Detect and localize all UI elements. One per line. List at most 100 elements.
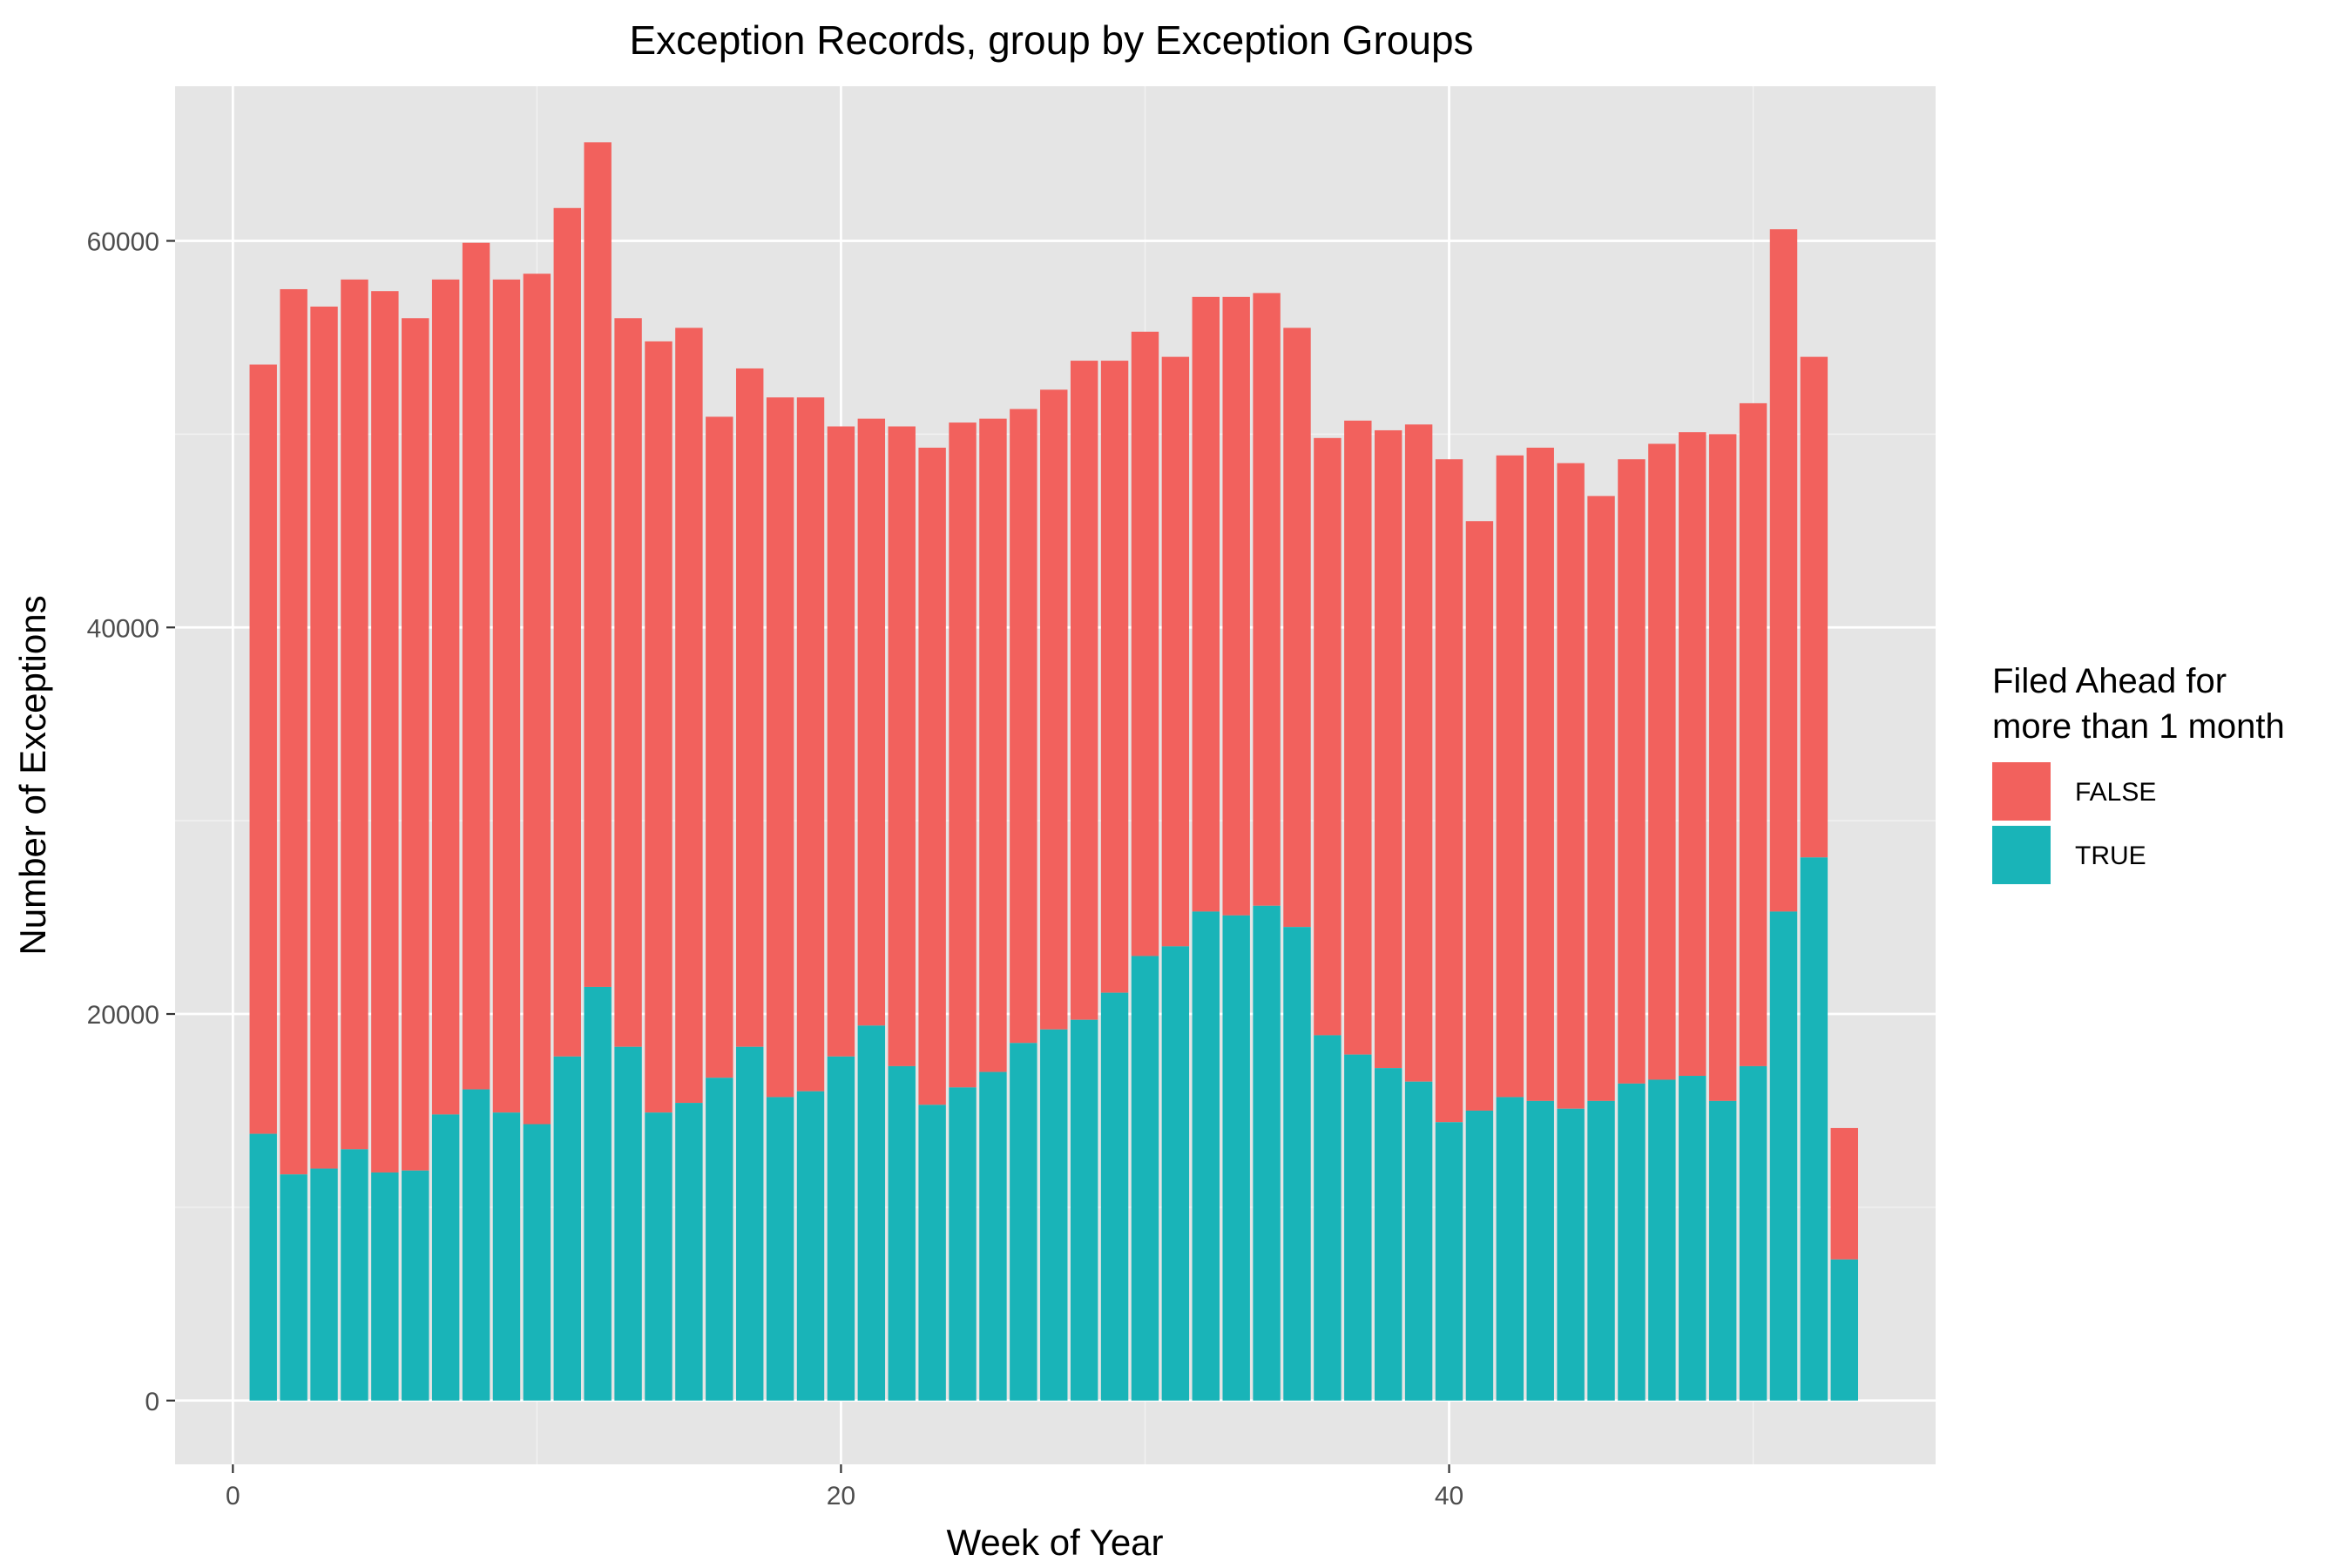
bar-true-week-3	[310, 1168, 338, 1401]
bar-false-week-43	[1526, 447, 1554, 1101]
bar-true-week-33	[1222, 915, 1250, 1401]
bar-true-week-19	[796, 1091, 825, 1401]
bar-false-week-2	[280, 288, 308, 1175]
legend-title-line-1: Filed Ahead for	[1992, 662, 2227, 700]
legend-title-line-2: more than 1 month	[1992, 707, 2285, 746]
bar-true-week-53	[1830, 1259, 1858, 1401]
legend-label-true: TRUE	[2075, 841, 2146, 870]
y-tick-label: 60000	[87, 228, 159, 257]
bar-false-week-23	[918, 447, 946, 1105]
bar-false-week-51	[1769, 229, 1798, 912]
bar-true-week-30	[1131, 956, 1159, 1401]
y-tick-label: 40000	[87, 614, 159, 643]
bar-true-week-2	[280, 1174, 308, 1401]
bar-true-week-15	[675, 1103, 703, 1401]
bar-false-week-14	[645, 341, 672, 1113]
bar-false-week-11	[553, 207, 581, 1057]
bar-true-week-6	[402, 1170, 429, 1401]
bar-false-week-37	[1344, 420, 1372, 1055]
bar-true-week-43	[1526, 1100, 1554, 1401]
bar-true-week-1	[249, 1133, 277, 1401]
bar-false-week-12	[584, 142, 612, 987]
x-axis-title: Week of Year	[946, 1522, 1163, 1563]
bar-false-week-53	[1830, 1127, 1858, 1260]
bar-false-week-42	[1496, 455, 1524, 1098]
bar-false-week-52	[1800, 356, 1828, 858]
bar-false-week-21	[857, 418, 886, 1026]
bar-true-week-22	[888, 1065, 916, 1401]
bar-true-week-5	[371, 1172, 399, 1401]
bar-true-week-14	[645, 1112, 672, 1401]
bar-false-week-41	[1465, 521, 1494, 1111]
bar-true-week-16	[706, 1078, 733, 1401]
bar-false-week-22	[888, 426, 916, 1066]
bar-false-week-33	[1222, 296, 1250, 916]
bar-true-week-4	[341, 1149, 368, 1401]
bar-false-week-40	[1435, 459, 1463, 1123]
bar-false-week-30	[1131, 331, 1159, 956]
legend-key-false	[1992, 762, 2051, 821]
bar-true-week-38	[1375, 1068, 1402, 1401]
bar-false-week-38	[1375, 429, 1402, 1069]
bar-true-week-28	[1070, 1019, 1098, 1401]
bar-false-week-35	[1283, 328, 1311, 928]
x-tick-label: 40	[1435, 1482, 1463, 1511]
bar-true-week-27	[1040, 1029, 1068, 1401]
bar-true-week-48	[1679, 1076, 1707, 1401]
bar-true-week-51	[1769, 911, 1798, 1401]
bar-false-week-6	[402, 318, 429, 1171]
bar-false-week-50	[1739, 402, 1767, 1066]
bar-true-week-7	[431, 1114, 460, 1401]
bar-true-week-52	[1800, 857, 1828, 1401]
bar-true-week-18	[766, 1097, 794, 1401]
bar-true-week-45	[1587, 1100, 1615, 1401]
bar-true-week-47	[1648, 1079, 1676, 1401]
bar-true-week-40	[1435, 1122, 1463, 1401]
bar-false-week-17	[735, 368, 764, 1047]
bar-false-week-8	[462, 242, 490, 1090]
bar-true-week-35	[1283, 927, 1311, 1401]
bar-true-week-32	[1192, 911, 1220, 1401]
y-axis-title: Number of Exceptions	[12, 595, 53, 955]
bar-false-week-13	[614, 318, 642, 1047]
bar-false-week-28	[1070, 361, 1098, 1020]
bar-true-week-8	[462, 1089, 490, 1401]
x-axis-ticks: 0 20 40	[226, 1464, 1463, 1511]
bar-false-week-3	[310, 306, 338, 1169]
bar-false-week-39	[1404, 424, 1433, 1082]
bar-false-week-9	[492, 279, 521, 1113]
bar-true-week-21	[857, 1025, 886, 1401]
bar-true-week-29	[1100, 992, 1129, 1401]
bar-true-week-13	[614, 1046, 642, 1401]
bar-true-week-24	[949, 1087, 977, 1401]
bar-false-week-7	[431, 279, 460, 1115]
bar-true-week-20	[827, 1056, 855, 1401]
bar-true-week-23	[918, 1105, 946, 1401]
bar-false-week-4	[341, 279, 368, 1150]
bar-true-week-17	[735, 1046, 764, 1401]
bar-false-week-49	[1708, 434, 1737, 1101]
x-tick-label: 0	[226, 1482, 240, 1511]
legend-key-true	[1992, 826, 2051, 884]
bar-false-week-16	[706, 416, 733, 1078]
bar-true-week-39	[1404, 1081, 1433, 1401]
bar-false-week-26	[1010, 409, 1037, 1044]
y-tick-label: 20000	[87, 1001, 159, 1030]
bar-true-week-44	[1557, 1108, 1585, 1401]
bar-false-week-31	[1161, 356, 1190, 947]
bar-false-week-24	[949, 422, 977, 1088]
bars	[249, 142, 1858, 1401]
bar-true-week-25	[979, 1071, 1007, 1401]
bar-false-week-19	[796, 397, 825, 1092]
bar-false-week-29	[1100, 361, 1129, 993]
bar-false-week-25	[979, 418, 1007, 1072]
bar-false-week-36	[1314, 437, 1342, 1036]
bar-true-week-41	[1465, 1110, 1494, 1401]
bar-true-week-50	[1739, 1065, 1767, 1401]
bar-false-week-46	[1618, 459, 1646, 1084]
bar-false-week-20	[827, 426, 855, 1057]
legend-label-false: FALSE	[2075, 778, 2156, 807]
bar-false-week-18	[766, 397, 794, 1098]
bar-true-week-12	[584, 986, 612, 1401]
